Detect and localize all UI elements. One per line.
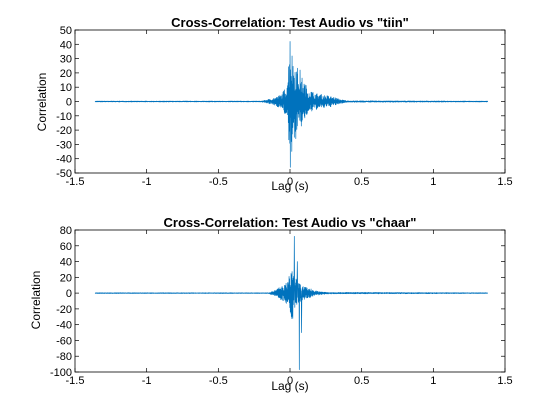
x-axis-label-chaar: Lag (s) bbox=[271, 379, 308, 393]
y-tick-label: -20 bbox=[56, 304, 72, 316]
series-line-chaar bbox=[94, 235, 489, 370]
y-tick-label: -80 bbox=[56, 351, 72, 363]
x-tick-label: -1.5 bbox=[66, 176, 85, 188]
y-tick-label: -40 bbox=[56, 320, 72, 332]
y-tick-label: -50 bbox=[56, 168, 72, 180]
y-tick-label: -40 bbox=[56, 154, 72, 166]
y-tick-label: 10 bbox=[60, 82, 72, 94]
y-tick-label: -30 bbox=[56, 139, 72, 151]
chart-title-tiin: Cross-Correlation: Test Audio vs "tiin" bbox=[171, 15, 409, 30]
x-tick-label: -1 bbox=[142, 176, 152, 188]
x-tick-label: 0 bbox=[287, 375, 293, 387]
y-tick-label: 20 bbox=[60, 68, 72, 80]
subplot-chaar: Cross-Correlation: Test Audio vs "chaar"… bbox=[29, 215, 513, 393]
x-tick-label: -1 bbox=[142, 375, 152, 387]
x-tick-label: -1.5 bbox=[66, 375, 85, 387]
x-tick-label: 0.5 bbox=[354, 375, 369, 387]
subplot-tiin: Cross-Correlation: Test Audio vs "tiin" … bbox=[35, 15, 513, 193]
chart-title-chaar: Cross-Correlation: Test Audio vs "chaar" bbox=[164, 215, 417, 230]
axes-box-tiin bbox=[74, 29, 506, 174]
y-tick-label: 60 bbox=[60, 241, 72, 253]
x-tick-label: -0.5 bbox=[209, 176, 228, 188]
y-tick-label: 30 bbox=[60, 54, 72, 66]
x-axis-label-tiin: Lag (s) bbox=[271, 179, 308, 193]
y-tick-label: 0 bbox=[66, 97, 72, 109]
x-tick-label: -0.5 bbox=[209, 375, 228, 387]
axes-box-chaar bbox=[74, 229, 506, 373]
y-tick-label: 80 bbox=[60, 225, 72, 237]
y-tick-label: 0 bbox=[66, 288, 72, 300]
ticks-chaar: -1.5 -1 -0.5 0 0.5 1 1.5 -100 -80 -60 -40 -20 0 20 40 6… bbox=[50, 225, 513, 387]
x-tick-label: 1.5 bbox=[497, 176, 512, 188]
y-tick-label: 40 bbox=[60, 39, 72, 51]
x-tick-label: 1 bbox=[430, 176, 436, 188]
series-line-tiin bbox=[94, 41, 489, 168]
x-tick-label: 1 bbox=[430, 375, 436, 387]
y-tick-label: -60 bbox=[56, 335, 72, 347]
ticks-tiin: -1.5 -1 -0.5 0 0.5 1 1.5 -50 -40 -30 -20 -10 0 10 20 30… bbox=[56, 25, 513, 188]
x-tick-label: 0 bbox=[287, 176, 293, 188]
y-tick-label: 20 bbox=[60, 272, 72, 284]
x-tick-label: 1.5 bbox=[497, 375, 512, 387]
y-tick-label: -10 bbox=[56, 111, 72, 123]
y-tick-label: -100 bbox=[50, 367, 72, 379]
y-axis-label-tiin: Correlation bbox=[35, 73, 49, 132]
x-tick-label: 0.5 bbox=[354, 176, 369, 188]
y-axis-label-chaar: Correlation bbox=[29, 271, 43, 330]
y-tick-label: 40 bbox=[60, 257, 72, 269]
y-tick-label: -20 bbox=[56, 125, 72, 137]
y-tick-label: 50 bbox=[60, 25, 72, 37]
